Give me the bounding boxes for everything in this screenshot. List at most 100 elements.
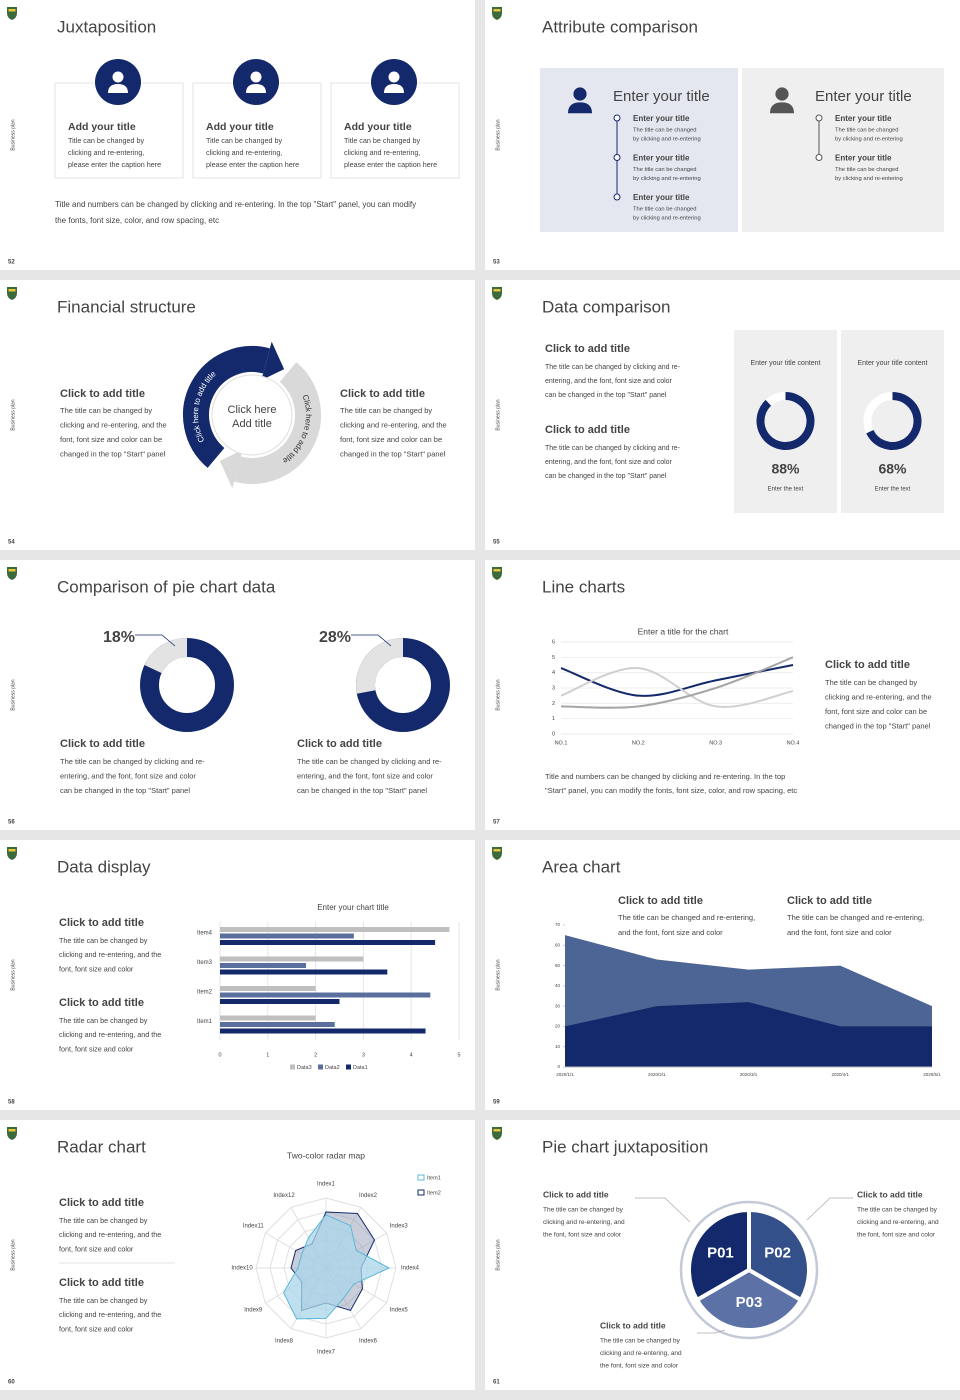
body-text: entering, and the font, font size and co… <box>297 771 433 780</box>
y-tick-label: Item4 <box>197 930 213 936</box>
connector <box>697 1329 726 1334</box>
value-label: 68% <box>878 461 907 477</box>
body-text: please enter the caption here <box>344 160 437 169</box>
block-title: Click to add title <box>545 343 630 355</box>
card-title: Add your title <box>68 121 136 133</box>
slide: Business plan 57 Line charts Enter a title … <box>485 560 960 830</box>
slide: Business plan 60 Radar chart Click to add t… <box>0 1120 475 1390</box>
body-text: by clicking and re-entering <box>835 176 903 182</box>
body-text: clicking and re-entering, and the <box>59 1310 161 1319</box>
side-label: Business plan <box>495 399 501 430</box>
icon-body <box>568 102 592 114</box>
icon-head <box>775 87 789 101</box>
side-label: Business plan <box>10 959 16 990</box>
x-tick-label: 2020/2/1 <box>648 1072 666 1077</box>
cycle-center <box>211 374 293 456</box>
block-title: Click to add title <box>340 388 425 400</box>
axis-label: Index11 <box>243 1224 265 1230</box>
block-title: Click to add title <box>825 659 910 671</box>
body-text: the font, font size and color <box>543 1232 622 1239</box>
body-text: entering, and the font, font size and co… <box>60 771 196 780</box>
body-text: can be changed in the top "Start" panel <box>545 473 667 480</box>
timeline-dot <box>613 154 621 161</box>
slide-title: Line charts <box>542 577 625 596</box>
block-title: Click to add title <box>857 1189 923 1199</box>
body-text: The title can be changed by <box>59 1016 148 1025</box>
body-text: please enter the caption here <box>68 160 161 169</box>
body-text: by clicking and re-entering <box>835 137 903 143</box>
body-text: clicking and re-entering, <box>206 148 282 157</box>
donut-arc <box>866 392 922 450</box>
x-tick-label: 5 <box>457 1052 460 1058</box>
bar <box>220 963 307 968</box>
icon-body <box>246 84 266 93</box>
pie-label: P02 <box>764 1244 791 1261</box>
donut-arc <box>356 638 404 694</box>
body-text: clicking and re-entering, <box>344 148 420 157</box>
card <box>734 330 837 513</box>
axis-label: Index4 <box>401 1266 420 1272</box>
pie-wedge <box>694 1267 804 1332</box>
item-title: Enter your title <box>633 193 690 202</box>
logo-band <box>493 569 501 572</box>
timeline-dot <box>815 114 823 122</box>
icon-head <box>112 71 124 83</box>
x-tick-label: NO.2 <box>632 740 645 746</box>
y-tick-label: 1 <box>552 716 555 722</box>
slide-number: 57 <box>493 820 500 826</box>
card-heading: Enter your title content <box>857 360 927 367</box>
block-title: Click to add title <box>59 997 144 1009</box>
body-text: clicking and re-entering, and <box>543 1219 625 1226</box>
bar <box>220 1028 426 1034</box>
logo-band <box>493 849 501 852</box>
bar <box>220 969 388 975</box>
body-text: font, font size and color <box>59 1324 134 1333</box>
body-text: The title can be changed by clicking and… <box>545 364 681 371</box>
axis-label: Index8 <box>275 1338 294 1344</box>
slide-title: Financial structure <box>57 297 196 316</box>
x-tick-label: 2 <box>314 1052 317 1058</box>
bar <box>220 956 364 962</box>
axis-label: Index9 <box>244 1308 263 1314</box>
slide-title: Data display <box>57 857 151 876</box>
slide-number: 61 <box>493 1380 500 1386</box>
body-text: font, font size and color <box>59 964 134 973</box>
block-title: Click to add title <box>59 1197 144 1209</box>
value-label: 18% <box>103 629 135 646</box>
slide-background <box>0 560 475 830</box>
slide: Business plan 61 Pie chart juxtaposition Cl… <box>485 1120 960 1390</box>
side-label: Business plan <box>495 119 501 150</box>
block-title: Click to add title <box>59 917 144 929</box>
slide-number: 53 <box>493 260 500 266</box>
slide-background <box>0 840 475 1110</box>
slide-number: 59 <box>493 1100 500 1106</box>
x-tick-label: NO.3 <box>709 740 722 746</box>
leader-line <box>135 634 176 647</box>
x-tick-label: 1 <box>266 1052 269 1058</box>
body-text: The title can be changed by <box>59 1296 148 1305</box>
body-text: can be changed in the top "Start" panel <box>545 392 667 399</box>
axis-label: Index12 <box>273 1193 295 1199</box>
body-text: The title can be changed by <box>600 1338 681 1345</box>
body-text: The title can be changed <box>835 167 899 173</box>
body-text: clicking and re-entering, and the <box>60 420 167 429</box>
x-tick-label: 4 <box>410 1052 413 1058</box>
body-text: The title can be changed by clicking and… <box>297 757 442 766</box>
body-text: clicking and re-entering, <box>68 148 144 157</box>
axis-label: Index6 <box>359 1338 378 1344</box>
body-text: by clicking and re-entering <box>633 137 701 143</box>
body-text: changed in the top "Start" panel <box>825 721 931 730</box>
logo-band <box>8 569 16 572</box>
y-tick-label: 10 <box>555 1044 561 1049</box>
body-text: and the font, font size and color <box>787 928 892 937</box>
body-text: clicking and re-entering, and the <box>825 692 932 701</box>
body-text: changed in the top "Start" panel <box>340 449 446 458</box>
y-tick-label: Item2 <box>197 989 213 995</box>
y-tick-label: 4 <box>552 670 555 676</box>
body-text: The title can be changed <box>633 167 697 173</box>
y-tick-label: 2 <box>552 701 555 707</box>
legend-label: Data1 <box>353 1065 368 1071</box>
logo-band <box>8 1129 16 1132</box>
body-text: by clicking and re-entering <box>633 176 701 182</box>
